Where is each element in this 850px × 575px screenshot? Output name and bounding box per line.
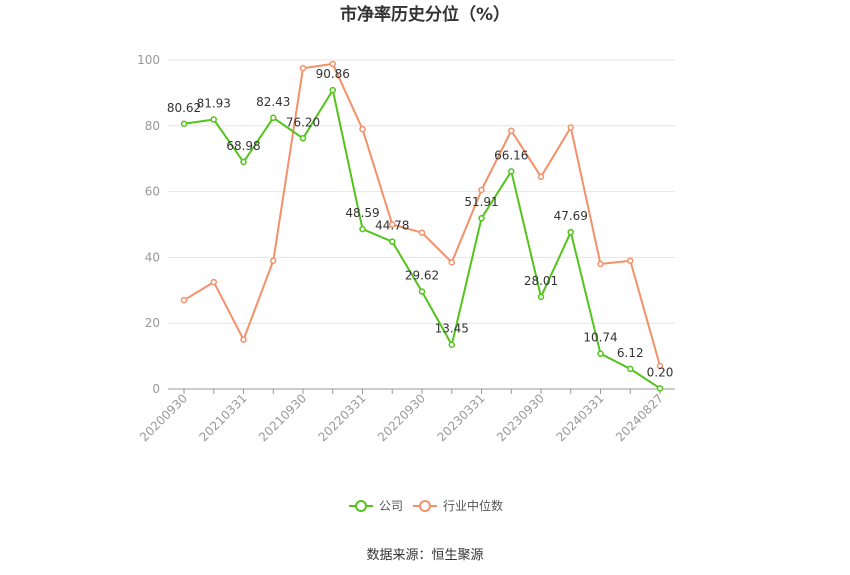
point-s1-20240827 <box>656 362 664 370</box>
point-s0-20220630 <box>389 238 396 245</box>
x-tick-label-20220930: 20220930 <box>375 391 428 444</box>
data-label-20230930: 28.01 <box>524 274 558 288</box>
series-lines <box>180 60 664 392</box>
data-label-20200930: 80.62 <box>167 101 201 115</box>
data-label-20201231: 81.93 <box>197 96 231 110</box>
legend-marker-company <box>355 500 367 512</box>
point-s0-20230331 <box>478 214 485 222</box>
point-s1-20210630 <box>270 257 277 264</box>
data-label-20240827: 0.20 <box>647 365 674 379</box>
y-tick-label-80: 80 <box>145 119 160 133</box>
point-s1-20230930 <box>537 173 545 181</box>
point-s1-20200930 <box>180 296 188 304</box>
point-s0-20200930 <box>180 120 188 128</box>
data-label-20230630: 66.16 <box>494 148 528 162</box>
data-label-20240331: 10.74 <box>583 331 617 345</box>
series-line-1 <box>183 62 661 367</box>
data-label-20210331: 68.98 <box>226 139 260 153</box>
x-axis: 20200930 20210331 20210930 20220331 20220930… <box>137 388 675 444</box>
point-s1-20221230 <box>448 259 455 266</box>
x-tick-label-20210930: 20210930 <box>256 391 309 444</box>
point-s1-20211231 <box>329 60 336 68</box>
legend[interactable]: 公司 行业中位数 <box>349 498 503 513</box>
data-label-20230331: 51.91 <box>464 195 498 209</box>
point-s1-20240331 <box>597 260 604 268</box>
y-tick-label-40: 40 <box>145 250 160 264</box>
x-tick-label-20240331: 20240331 <box>554 391 607 444</box>
grid-lines <box>168 59 675 324</box>
point-s0-20230930 <box>537 293 545 301</box>
legend-item-industry[interactable]: 行业中位数 <box>413 498 503 513</box>
data-source: 数据来源：恒生聚源 <box>366 548 483 563</box>
point-s0-20230630 <box>508 168 515 175</box>
y-tick-label-60: 60 <box>145 185 160 199</box>
y-tick-label-100: 100 <box>137 53 160 67</box>
data-label-20221230: 13.45 <box>435 322 469 336</box>
point-s0-20220331 <box>359 225 366 233</box>
x-tick-label-20210331: 20210331 <box>197 391 250 444</box>
data-label-20210630: 82.43 <box>256 95 290 109</box>
point-s0-20210630 <box>270 114 277 122</box>
y-tick-label-0: 0 <box>152 382 160 396</box>
x-tick-label-20220331: 20220331 <box>316 391 369 444</box>
point-s1-20220331 <box>359 125 366 133</box>
point-s1-20220930 <box>418 229 426 236</box>
chart-title: 市净率历史分位（%） <box>340 4 510 25</box>
point-s0-20220930 <box>418 288 426 295</box>
data-label-20220331: 48.59 <box>345 206 379 220</box>
point-s1-20210331 <box>240 336 247 343</box>
data-label-20240630: 6.12 <box>617 346 644 360</box>
point-s0-20211231 <box>329 86 336 94</box>
legend-item-company[interactable]: 公司 <box>349 499 403 513</box>
point-s1-20230331 <box>478 186 485 194</box>
legend-marker-industry <box>419 500 431 512</box>
point-s1-20220630 <box>389 221 396 228</box>
point-s1-20210930 <box>299 64 307 72</box>
point-s1-20201231 <box>210 278 217 286</box>
y-tick-label-20: 20 <box>145 316 160 330</box>
point-s0-20201231 <box>210 116 217 123</box>
point-s0-20240827 <box>656 385 664 392</box>
point-s0-20240331 <box>597 350 604 357</box>
point-s0-20240630 <box>627 365 634 373</box>
point-s0-20210930 <box>299 135 307 142</box>
point-s0-20210331 <box>240 158 247 166</box>
point-s0-20221230 <box>448 341 455 348</box>
legend-label-company: 公司 <box>379 499 403 513</box>
data-label-20211231: 90.86 <box>316 67 350 81</box>
data-label-20220630: 44.78 <box>375 219 409 233</box>
legend-label-industry: 行业中位数 <box>443 498 503 513</box>
data-label-20210930: 76.20 <box>286 115 320 129</box>
y-axis: 0 20 40 60 80 100 <box>137 53 160 396</box>
x-tick-label-20230331: 20230331 <box>435 391 488 444</box>
point-s1-20230630 <box>508 127 515 134</box>
x-tick-label-20230930: 20230930 <box>494 391 547 444</box>
point-s1-20240630 <box>627 257 634 264</box>
x-tick-label-20240827: 20240827 <box>613 391 666 444</box>
x-tick-label-20200930: 20200930 <box>137 391 190 444</box>
data-label-20220930: 29.62 <box>405 269 439 283</box>
point-s0-20231229 <box>567 228 574 236</box>
data-label-20231229: 47.69 <box>554 209 588 223</box>
point-s1-20231229 <box>567 124 574 131</box>
